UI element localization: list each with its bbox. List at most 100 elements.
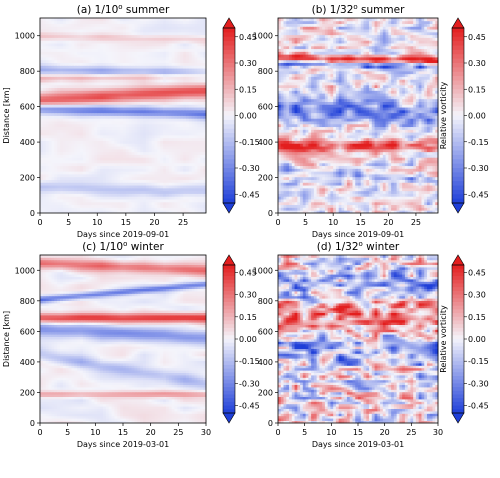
heatmap-cell [120, 48, 124, 52]
heatmap-cell [171, 73, 175, 77]
heatmap-cell [68, 107, 72, 111]
heatmap-cell [71, 143, 75, 147]
heatmap-cell [123, 51, 127, 55]
heatmap-cell [91, 154, 95, 158]
heatmap-cell [157, 193, 161, 197]
heatmap-cell [174, 101, 178, 105]
heatmap-cell [74, 31, 78, 36]
heatmap-cell [194, 29, 198, 33]
heatmap-cell [134, 18, 138, 22]
heatmap-cell [188, 109, 193, 114]
heatmap-cell [335, 179, 340, 183]
heatmap-cell [111, 82, 115, 86]
heatmap-cell [60, 176, 64, 180]
heatmap-cell [120, 84, 124, 89]
heatmap-cell [88, 101, 92, 105]
heatmap-cell [424, 176, 428, 180]
heatmap-cell [88, 37, 92, 41]
heatmap-cell [40, 68, 44, 72]
heatmap-cell [286, 187, 290, 192]
heatmap-cell [68, 201, 72, 206]
heatmap-cell [85, 112, 90, 116]
heatmap-cell [77, 73, 81, 77]
heatmap-cell [171, 154, 175, 158]
heatmap-cell [45, 40, 49, 44]
heatmap-cell [157, 65, 161, 69]
heatmap-cell [97, 157, 101, 161]
heatmap-cell [108, 54, 112, 58]
heatmap-cell [177, 204, 181, 208]
heatmap-cell [177, 182, 181, 186]
heatmap-cell [171, 201, 175, 206]
heatmap-cell [77, 93, 81, 97]
heatmap-cell [366, 199, 370, 203]
heatmap-cell [91, 59, 95, 63]
heatmap-cell [111, 31, 115, 36]
heatmap-cell [125, 26, 130, 30]
heatmap-cell [65, 68, 70, 72]
heatmap-cell [82, 193, 87, 197]
heatmap-cell [145, 199, 150, 203]
heatmap-cell [85, 109, 90, 114]
heatmap-cell [185, 82, 190, 86]
heatmap-cell [410, 187, 414, 192]
heatmap-cell [105, 76, 110, 80]
heatmap-cell [316, 207, 320, 211]
heatmap-cell [163, 135, 167, 139]
heatmap-cell [94, 143, 98, 147]
heatmap-cell [68, 165, 72, 169]
heatmap-cell [77, 51, 81, 55]
heatmap-cell [165, 135, 170, 139]
heatmap-cell [65, 34, 70, 38]
heatmap-cell [120, 109, 124, 114]
heatmap-cell [91, 20, 95, 24]
heatmap-cell [91, 104, 95, 108]
heatmap-cell [154, 79, 158, 83]
heatmap-cell [100, 121, 104, 125]
heatmap-cell [380, 190, 384, 194]
heatmap-cell [435, 196, 439, 200]
heatmap-cell [68, 171, 72, 175]
heatmap-cell [128, 48, 132, 52]
heatmap-cell [388, 193, 392, 197]
heatmap-cell [57, 70, 61, 75]
heatmap-cell [197, 107, 201, 111]
heatmap-cell [160, 140, 164, 144]
heatmap-cell [97, 146, 101, 150]
heatmap-cell [91, 171, 95, 175]
heatmap-cell [74, 101, 78, 105]
heatmap-cell [71, 68, 75, 72]
heatmap-cell [48, 182, 52, 186]
heatmap-cell [200, 160, 204, 164]
heatmap-cell [197, 171, 201, 175]
colorbar-tick-label: -0.30 [239, 164, 260, 173]
heatmap-cell [134, 123, 138, 128]
heatmap-cell [183, 48, 187, 52]
heatmap-cell [80, 23, 84, 27]
heatmap-cell [171, 168, 175, 172]
heatmap-cell [311, 196, 315, 200]
heatmap-cell [68, 90, 72, 94]
heatmap-cell [77, 210, 81, 214]
heatmap-cell [68, 43, 72, 47]
heatmap-cell [185, 171, 190, 175]
heatmap-cell [154, 154, 158, 158]
heatmap-cell [197, 101, 201, 105]
heatmap-cell [191, 118, 195, 122]
heatmap-cell [191, 51, 195, 55]
heatmap-cell [160, 185, 164, 189]
heatmap-cell [94, 193, 98, 197]
heatmap-cell [177, 123, 181, 128]
heatmap-cell [194, 199, 198, 203]
heatmap-cell [154, 123, 158, 128]
heatmap-cell [145, 168, 150, 172]
heatmap-cell [322, 201, 326, 206]
heatmap-cell [358, 176, 362, 180]
heatmap-cell [100, 20, 104, 24]
heatmap-cell [85, 146, 90, 150]
heatmap-cell [399, 199, 403, 203]
heatmap-cell [131, 107, 135, 111]
heatmap-cell [371, 176, 375, 180]
heatmap-cell [194, 115, 198, 119]
heatmap-cell [120, 62, 124, 66]
